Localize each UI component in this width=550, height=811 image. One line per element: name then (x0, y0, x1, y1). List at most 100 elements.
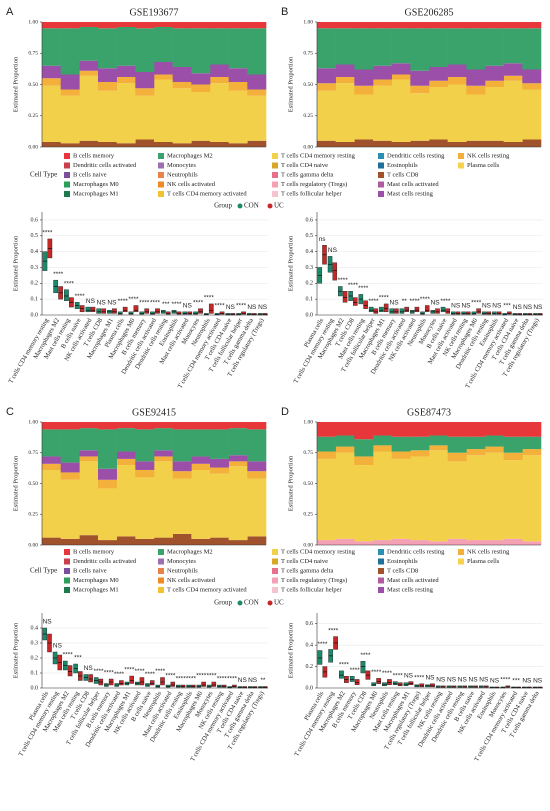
box (187, 311, 193, 315)
y-tick-label: 0.50 (28, 82, 38, 88)
box (389, 308, 394, 314)
legend-swatch (64, 181, 70, 188)
stack-segment (410, 436, 430, 451)
legend-label: T cells CD4 naive (281, 558, 328, 565)
stack-segment (228, 28, 248, 69)
stack-segment (42, 22, 61, 29)
box (176, 311, 182, 315)
stack-segment (172, 143, 192, 147)
stack-segment (98, 68, 117, 82)
legend-swatch (458, 162, 464, 169)
stack-segment (429, 22, 448, 29)
significance-label: **** (368, 298, 379, 305)
stack-segment (391, 22, 411, 29)
stack-segment (410, 70, 430, 86)
significance-label: NS (436, 677, 446, 684)
significance-label: NS (458, 677, 468, 684)
box (139, 677, 145, 686)
stack-segment (247, 89, 267, 96)
box (182, 311, 188, 315)
stack-segment (503, 28, 523, 64)
box (88, 674, 93, 683)
stack-segment (335, 77, 355, 84)
legend-label: T cells CD4 memory resting (281, 152, 356, 159)
box (451, 311, 456, 315)
stack-segment (247, 95, 267, 141)
stack-segment (466, 436, 486, 450)
stack-segment (98, 28, 117, 69)
stack-segment (485, 22, 504, 29)
group-legend-dot (267, 600, 273, 606)
legend-swatch (158, 191, 164, 197)
y-axis-label: Estimated Proportion (287, 622, 294, 678)
stack-segment (317, 540, 336, 545)
stack-segment (135, 72, 155, 89)
stack-segment (98, 429, 117, 469)
chart-title: GSE193677 (130, 7, 179, 18)
y-tick-label: 0.25 (28, 512, 38, 518)
box (461, 311, 466, 315)
box (496, 311, 502, 315)
stack-segment (335, 64, 355, 77)
stack-segment (42, 65, 61, 79)
stack-segment (429, 80, 448, 87)
box (219, 311, 225, 315)
stack-segment (210, 22, 229, 29)
stack-segment (447, 461, 467, 539)
stack-segment (60, 89, 80, 96)
y-tick-label: 0.50 (303, 82, 313, 88)
stack-segment (60, 538, 80, 545)
box (424, 305, 430, 313)
stack-segment (60, 472, 80, 480)
stack-segment (191, 469, 211, 539)
significance-label: NS (247, 304, 257, 311)
legend-label: Macrophages M2 (167, 152, 213, 159)
box (64, 289, 69, 301)
stack-segment (335, 22, 355, 29)
stack-segment (172, 67, 192, 82)
stack-segment (191, 429, 211, 457)
stack-segment (172, 429, 192, 462)
stack-segment (410, 540, 430, 545)
stack-segment (60, 28, 80, 75)
box (119, 680, 124, 686)
stack-segment (335, 538, 355, 545)
stack-segment (317, 90, 336, 141)
box (363, 300, 368, 309)
stack-segment (429, 445, 448, 451)
stack-segment (447, 28, 467, 65)
significance-label: **** (471, 299, 482, 306)
stack-segment (317, 68, 336, 84)
significance-label: ** (402, 298, 408, 305)
legend-swatch (158, 587, 164, 593)
stack-segment (60, 95, 80, 144)
box (404, 306, 409, 313)
box (193, 311, 198, 315)
significance-label: **** (420, 296, 431, 303)
stack-segment (191, 140, 211, 147)
box (399, 308, 405, 314)
stack-segment (429, 435, 448, 446)
stack-segment (79, 461, 99, 536)
stack-segment (522, 28, 542, 70)
legend-swatch (378, 162, 384, 169)
y-tick-label: 0.0 (306, 685, 314, 691)
stack-segment (116, 22, 136, 27)
stack-segment (172, 422, 192, 430)
stack-segment (191, 463, 211, 470)
legend-label: T cells CD4 naive (281, 162, 328, 169)
legend-swatch (64, 549, 70, 555)
stack-segment (135, 461, 155, 470)
y-tick-label: 0.2 (31, 281, 39, 287)
stack-segment (247, 429, 267, 462)
stack-segment (354, 94, 374, 140)
legend-swatch (378, 153, 384, 159)
stack-segment (116, 465, 136, 537)
legend-label: B cells memory (73, 152, 115, 159)
stack-segment (60, 462, 80, 473)
legend-label: Mast cells resting (387, 586, 434, 593)
stack-segment (317, 451, 336, 459)
stack-segment (354, 85, 374, 95)
stack-segment (210, 429, 229, 459)
stack-segment (447, 22, 467, 29)
